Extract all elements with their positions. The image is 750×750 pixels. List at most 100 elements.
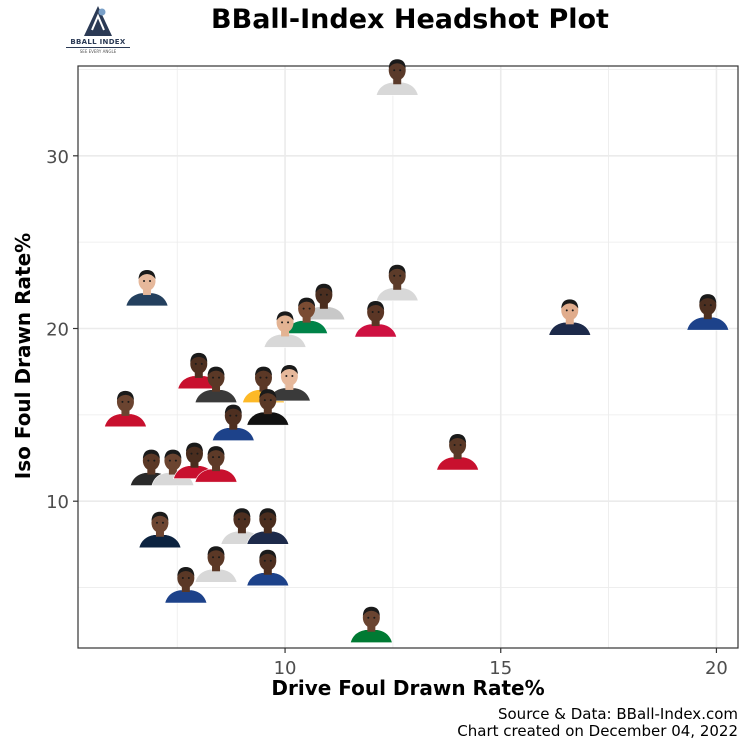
player-headshot-point (104, 390, 147, 428)
jersey-shape (246, 572, 290, 587)
face-shape (254, 367, 272, 388)
eye-left (302, 307, 305, 310)
neck-shape (212, 564, 221, 572)
eye-right (153, 459, 156, 462)
player-headshot-point (246, 508, 290, 545)
jersey-shape (164, 589, 208, 604)
y-tick-label: 30 (46, 147, 69, 168)
neck-shape (285, 382, 294, 390)
logo-divider (66, 47, 130, 48)
jersey-shape (194, 389, 238, 403)
hair-shape (259, 508, 277, 518)
eye-right (709, 304, 712, 307)
chart-title: BBall-Index Headshot Plot (211, 4, 609, 35)
axis-ticks: 10 15 20 10 20 30 (46, 147, 728, 679)
neck-shape (155, 529, 164, 537)
player-headshot-point (125, 269, 169, 307)
eye-left (453, 444, 456, 447)
y-axis-label: Iso Foul Drawn Rate% (11, 232, 35, 480)
face-shape (259, 509, 277, 530)
face-shape (142, 450, 160, 471)
eye-right (200, 362, 203, 365)
face-shape (116, 391, 134, 412)
face-shape (190, 353, 208, 374)
eye-left (281, 321, 284, 324)
neck-shape (190, 460, 199, 468)
hair-shape (190, 352, 208, 362)
hair-shape (185, 442, 203, 452)
eye-right (218, 456, 221, 459)
face-shape (151, 512, 169, 533)
eye-left (143, 279, 146, 282)
neck-shape (212, 464, 221, 472)
source-text: Source & Data: BBall-Index.com (497, 705, 738, 723)
neck-shape (147, 467, 156, 475)
eye-left (393, 274, 396, 277)
neck-shape (302, 315, 311, 323)
eye-left (212, 556, 215, 559)
face-shape (276, 312, 294, 333)
bball-index-logo: BBALL INDEX SEE EVERY ANGLE (58, 0, 138, 60)
face-shape (699, 295, 717, 316)
player-headshot-point (164, 567, 208, 604)
hair-shape (561, 299, 579, 309)
face-shape (561, 300, 579, 321)
hair-shape (388, 264, 406, 274)
player-headshot-point (354, 301, 398, 338)
jersey-shape (125, 292, 169, 307)
eye-left (121, 400, 124, 403)
grid-lines (78, 66, 738, 648)
eye-left (190, 452, 193, 455)
neck-shape (143, 287, 152, 295)
neck-shape (367, 624, 376, 632)
face-shape (388, 60, 406, 81)
hair-shape (151, 511, 169, 521)
neck-shape (259, 384, 268, 392)
y-tick-label: 10 (46, 492, 69, 513)
eye-right (399, 274, 402, 277)
face-shape (259, 550, 277, 571)
player-headshot-point (194, 366, 238, 403)
jersey-shape (138, 534, 182, 549)
eye-right (399, 69, 402, 72)
neck-shape (181, 585, 190, 593)
eye-right (127, 400, 130, 403)
player-headshot-point (267, 364, 311, 402)
eye-right (269, 399, 272, 402)
neck-shape (371, 319, 380, 327)
player-headshot-point (349, 606, 393, 644)
eye-left (371, 311, 374, 314)
neck-shape (194, 370, 203, 378)
face-shape (298, 298, 316, 319)
eye-left (212, 376, 215, 379)
eye-right (269, 518, 272, 521)
jersey-shape (246, 411, 290, 426)
x-tick-label: 10 (274, 658, 297, 679)
neck-shape (263, 407, 272, 415)
eye-left (181, 577, 184, 580)
logo-emblem-icon (84, 6, 112, 36)
hair-shape (233, 508, 251, 518)
neck-shape (121, 408, 130, 416)
jersey-shape (686, 316, 730, 331)
eye-right (265, 376, 268, 379)
eye-left (565, 309, 568, 312)
eye-left (703, 304, 706, 307)
player-headshot-point (246, 549, 290, 587)
x-axis-label: Drive Foul Drawn Rate% (271, 676, 545, 700)
hair-shape (259, 389, 277, 399)
eye-left (194, 362, 197, 365)
hair-shape (298, 297, 316, 307)
face-shape (177, 568, 195, 589)
hair-shape (362, 606, 380, 616)
neck-shape (229, 422, 238, 430)
face-shape (207, 447, 225, 468)
hair-shape (315, 283, 333, 293)
jersey-shape (375, 81, 419, 96)
player-headshot-point (263, 311, 307, 348)
eye-left (263, 559, 266, 562)
face-shape (449, 435, 467, 456)
hair-shape (259, 549, 277, 559)
jersey-shape (263, 334, 307, 348)
jersey-shape (104, 413, 147, 428)
